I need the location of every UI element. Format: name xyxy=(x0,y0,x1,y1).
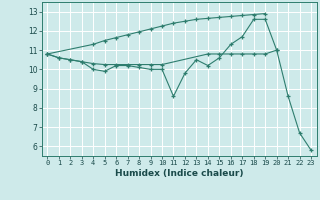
X-axis label: Humidex (Indice chaleur): Humidex (Indice chaleur) xyxy=(115,169,244,178)
